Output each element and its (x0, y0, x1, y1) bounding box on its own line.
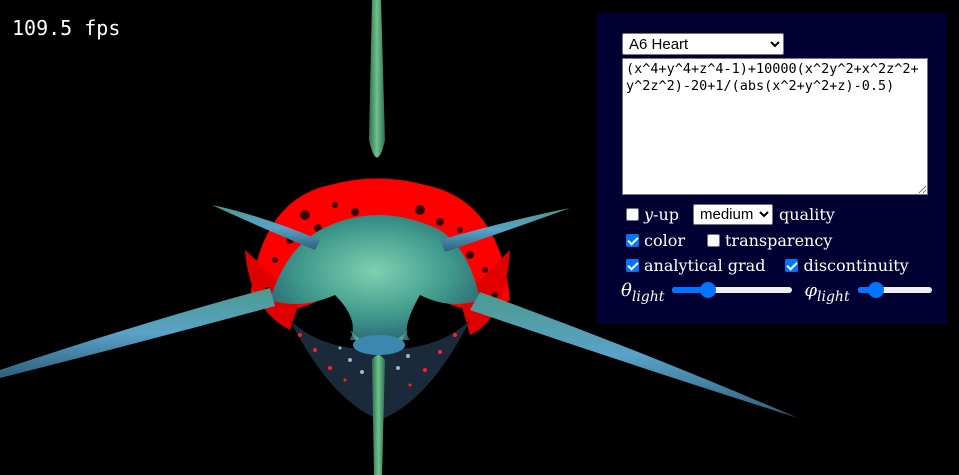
y-up-var: y (644, 204, 654, 224)
quality-select[interactable]: medium (693, 203, 773, 225)
spike-upper-right (440, 208, 570, 252)
row-color-transparency: color transparency (626, 229, 832, 251)
discontinuity-checkbox[interactable] (785, 258, 799, 272)
expression-input[interactable]: (x^4+y^4+z^4-1)+10000(x^2y^2+x^2z^2+y^2z… (622, 58, 928, 195)
color-label: color (644, 230, 685, 250)
spike-upper-left (212, 205, 320, 250)
discontinuity-label: discontinuity (803, 255, 909, 275)
control-panel: A6 Heart (x^4+y^4+z^4-1)+10000(x^2y^2+x^… (597, 13, 947, 324)
fps-counter: 109.5 fps (12, 16, 121, 40)
y-up-label: y-up (644, 205, 679, 224)
y-up-rest: -up (653, 204, 679, 224)
phi-light-slider[interactable] (857, 282, 932, 298)
color-checkbox[interactable] (626, 233, 639, 247)
heart-surface (0, 0, 798, 475)
theta-sub: light (631, 288, 665, 305)
analytical-grad-label: analytical grad (644, 255, 766, 275)
theta-slider-thumb[interactable] (700, 282, 717, 298)
body-core (270, 215, 480, 340)
y-up-checkbox[interactable] (626, 207, 639, 221)
row-grad-discontinuity: analytical grad discontinuity (626, 254, 909, 276)
phi-slider-thumb[interactable] (867, 282, 884, 298)
quality-label: quality (779, 204, 835, 224)
phi-symbol: φ (804, 279, 818, 301)
transparency-label: transparency (725, 230, 833, 250)
theta-symbol: θ (621, 279, 632, 301)
spike-top (369, 0, 385, 158)
theta-light-label: θlight (621, 279, 664, 305)
phi-sub: light (817, 288, 850, 305)
theta-light-slider[interactable] (672, 282, 793, 298)
row-yup-quality: y-up medium quality (626, 203, 835, 225)
spike-left (0, 288, 275, 378)
spike-bottom (372, 355, 385, 475)
row-light-sliders: θlight φlight (621, 279, 932, 305)
phi-light-label: φlight (804, 279, 849, 305)
spike-right (470, 292, 798, 418)
transparency-checkbox[interactable] (707, 233, 720, 247)
preset-select[interactable]: A6 Heart (622, 33, 784, 55)
analytical-grad-checkbox[interactable] (626, 258, 639, 272)
